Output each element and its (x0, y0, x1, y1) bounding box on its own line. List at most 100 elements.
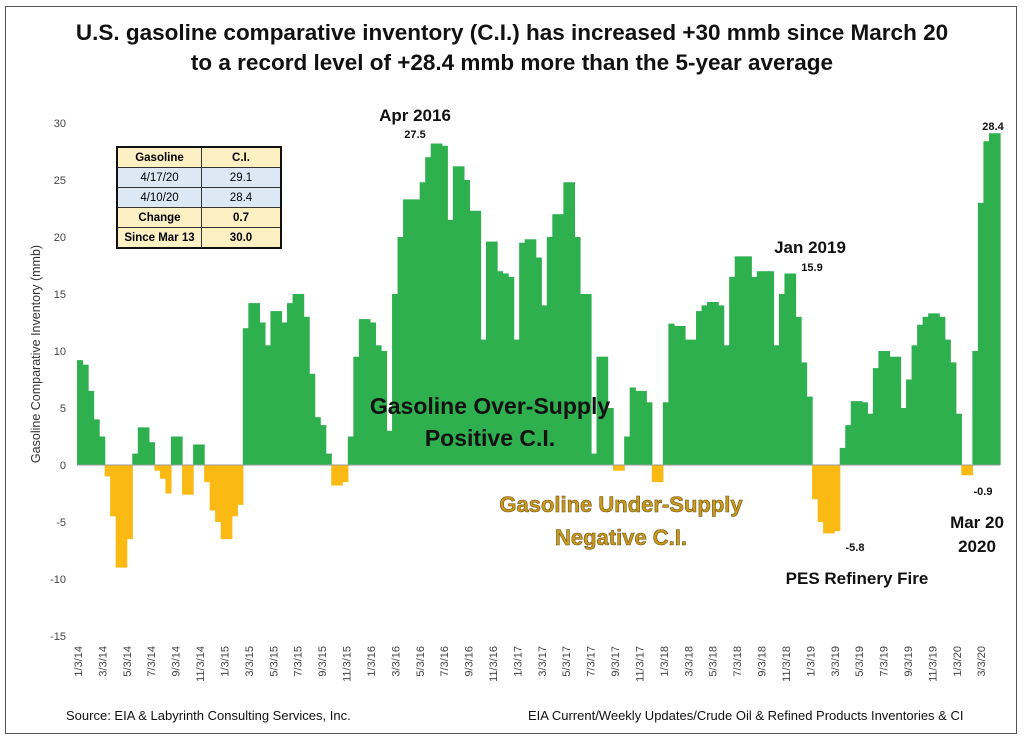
title-line-2: to a record level of +28.4 mmb more than… (190, 50, 834, 75)
x-tick-label: 1/3/14 (73, 646, 85, 677)
bar-positive (88, 390, 95, 465)
x-tick-label: 7/3/17 (586, 646, 598, 677)
bar-negative (215, 465, 222, 522)
x-tick-label: 5/3/14 (122, 646, 134, 677)
bar-positive (364, 319, 371, 465)
bar-positive (801, 362, 808, 465)
bar-positive (541, 305, 548, 465)
bar-positive (99, 436, 106, 465)
bar-positive (463, 180, 471, 465)
table-row: 4/17/20 29.1 (116, 167, 282, 188)
bar-negative (817, 465, 824, 522)
bar-negative (126, 465, 133, 540)
x-tick-label: 3/3/16 (390, 646, 402, 677)
y-axis-label: Gasoline Comparative Inventory (mmb) (29, 245, 43, 463)
x-tick-label: 3/3/15 (244, 646, 256, 677)
bar-positive (502, 273, 509, 465)
bar-positive (480, 339, 487, 465)
bar-positive (690, 339, 697, 465)
bar-positive (850, 401, 857, 465)
bar-positive (928, 313, 935, 465)
bar-negative (336, 465, 343, 486)
bar-negative (812, 465, 819, 500)
x-tick-label: 9/3/18 (757, 646, 769, 677)
table-cell-change-value: 0.7 (201, 207, 282, 228)
bar-positive (375, 345, 382, 465)
bar-negative (165, 465, 172, 494)
bar-positive (635, 390, 642, 465)
x-axis-ticks: 1/3/14 3/3/14 5/3/14 7/3/14 9/3/14 11/3/14 1/3… (73, 646, 988, 682)
bar-positive (392, 294, 399, 465)
bar-positive (253, 303, 260, 465)
bar-positive (994, 133, 1001, 465)
bar-negative (834, 465, 841, 532)
bar-negative (209, 465, 216, 511)
apr-2016-label: Apr 2016 (379, 106, 451, 125)
bar-positive (673, 325, 681, 465)
table-header-row: Gasoline C.I. (116, 146, 282, 168)
y-tick-label: -5 (56, 517, 66, 529)
bar-positive (839, 447, 846, 465)
y-tick-label: 0 (60, 460, 66, 472)
bar-positive (519, 242, 526, 465)
x-tick-label: 9/3/16 (464, 646, 476, 677)
bar-positive (275, 311, 283, 465)
bar-negative (237, 465, 244, 505)
x-tick-label: 3/3/19 (830, 646, 842, 677)
bar-positive (93, 419, 100, 465)
bar-positive (524, 239, 531, 465)
bar-positive (933, 313, 940, 465)
bar-negative (961, 465, 968, 476)
table-cell-date: 4/10/20 (116, 187, 202, 208)
bar-positive (557, 214, 564, 465)
bar-positive (591, 453, 598, 465)
x-tick-label: 3/3/14 (97, 646, 109, 677)
bar-positive (369, 322, 377, 465)
bar-positive (436, 143, 443, 465)
bar-positive (508, 276, 515, 465)
bar-positive (303, 316, 310, 465)
x-tick-label: 9/3/14 (171, 646, 183, 677)
y-tick-label: 20 (54, 232, 66, 244)
x-tick-label: 1/3/20 (952, 646, 964, 677)
bar-positive (773, 345, 780, 465)
bar-positive (856, 401, 863, 465)
bar-positive (425, 157, 432, 465)
x-tick-label: 7/3/16 (439, 646, 451, 677)
bar-positive (911, 345, 918, 465)
bar-positive (767, 271, 774, 465)
bar-positive (845, 425, 852, 465)
bar-positive (867, 413, 874, 465)
bar-positive (579, 294, 587, 465)
bar-positive (314, 417, 321, 465)
bar-positive (148, 442, 155, 465)
table-cell-since-value: 30.0 (201, 227, 282, 249)
mar-2020-value: -0.9 (974, 486, 993, 498)
bar-positive (922, 316, 929, 465)
bar-positive (646, 402, 653, 465)
bar-positive (193, 444, 200, 465)
y-axis-ticks: -15 -10 -5 0 5 10 15 20 25 30 (50, 118, 66, 643)
x-tick-label: 1/3/18 (659, 646, 671, 677)
table-header-ci: C.I. (201, 146, 282, 168)
x-tick-label: 11/3/16 (488, 646, 500, 682)
jan-2019-value: 15.9 (801, 262, 822, 274)
bar-positive (602, 356, 609, 465)
bar-positive (684, 339, 692, 465)
bar-positive (292, 294, 299, 465)
chart-title: U.S. gasoline comparative inventory (C.I… (0, 18, 1024, 78)
bar-positive (287, 303, 294, 465)
bar-positive (789, 273, 797, 465)
bar-positive (939, 316, 946, 465)
table-row: 4/10/20 28.4 (116, 187, 282, 208)
bar-negative (823, 465, 830, 534)
source-right: EIA Current/Weekly Updates/Crude Oil & R… (528, 708, 964, 723)
bar-positive (585, 294, 592, 465)
table-cell-date: 4/17/20 (116, 167, 202, 188)
x-tick-label: 1/3/19 (805, 646, 817, 677)
under-supply-line-2: Negative C.I. (555, 525, 687, 550)
bar-negative (651, 465, 658, 483)
bar-positive (729, 276, 736, 465)
bar-positive (248, 303, 255, 465)
